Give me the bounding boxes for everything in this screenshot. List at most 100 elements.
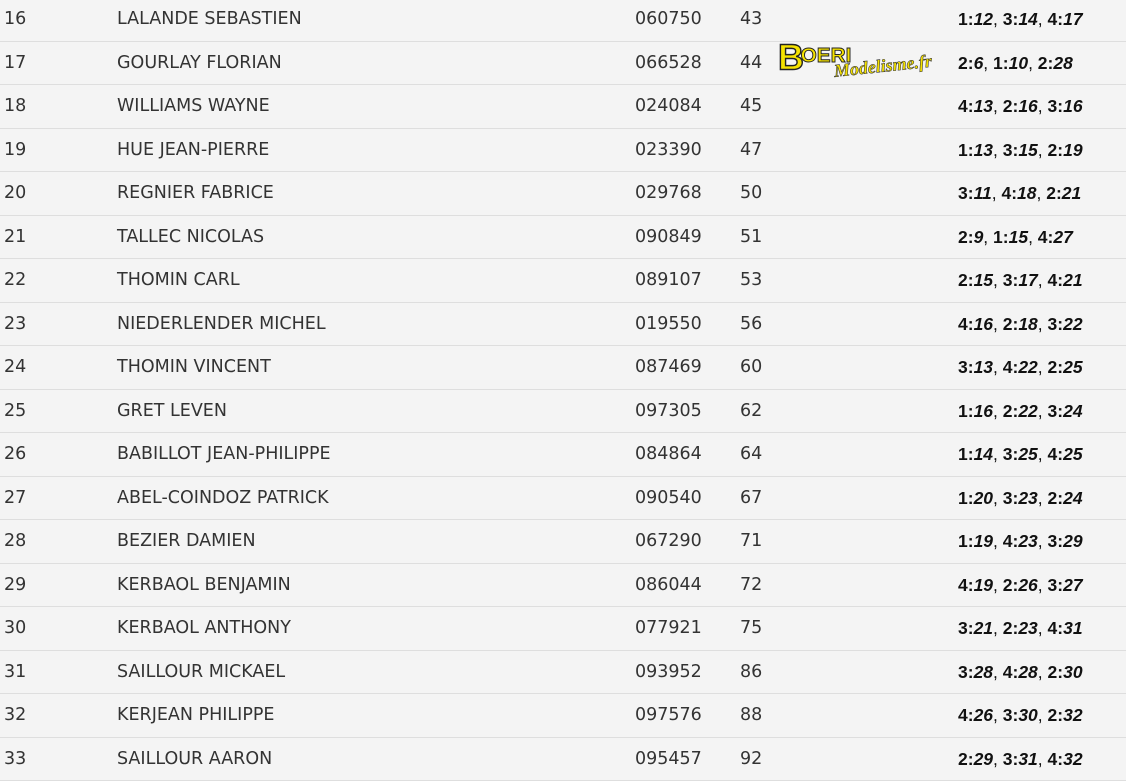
points-cell: 45 (740, 96, 762, 116)
points-cell: 88 (740, 705, 762, 725)
scores-cell: 2:6, 1:10, 2:28 (958, 53, 1073, 74)
score-entry: 2:24 (1048, 488, 1083, 509)
licence-cell: 093952 (635, 662, 702, 682)
score-entry: 4:28 (1003, 662, 1038, 683)
position-cell: 24 (4, 357, 26, 377)
score-entry: 2:29 (958, 749, 993, 770)
scores-cell: 1:19, 4:23, 3:29 (958, 531, 1083, 552)
scores-cell: 3:11, 4:18, 2:21 (958, 183, 1081, 204)
scores-cell: 1:13, 3:15, 2:19 (958, 140, 1083, 161)
licence-cell: 019550 (635, 314, 702, 334)
score-entry: 4:27 (1038, 227, 1073, 248)
scores-cell: 1:14, 3:25, 4:25 (958, 444, 1083, 465)
pilot-name-cell: THOMIN CARL (117, 270, 240, 290)
scores-cell: 3:28, 4:28, 2:30 (958, 662, 1083, 683)
position-cell: 20 (4, 183, 26, 203)
score-entry: 2:9 (958, 227, 983, 248)
pilot-name-cell: SAILLOUR AARON (117, 749, 272, 769)
score-entry: 2:26 (1003, 575, 1038, 596)
points-cell: 43 (740, 9, 762, 29)
score-entry: 3:21 (958, 618, 993, 639)
score-entry: 3:13 (958, 357, 993, 378)
scores-cell: 2:15, 3:17, 4:21 (958, 270, 1083, 291)
pilot-name-cell: ABEL-COINDOZ PATRICK (117, 488, 329, 508)
score-entry: 3:25 (1003, 444, 1038, 465)
score-entry: 4:17 (1048, 9, 1083, 30)
position-cell: 22 (4, 270, 26, 290)
pilot-name-cell: GRET LEVEN (117, 401, 227, 421)
licence-cell: 090849 (635, 227, 702, 247)
pilot-name-cell: KERJEAN PHILIPPE (117, 705, 274, 725)
licence-cell: 067290 (635, 531, 702, 551)
pilot-name-cell: NIEDERLENDER MICHEL (117, 314, 326, 334)
score-entry: 3:27 (1048, 575, 1083, 596)
points-cell: 92 (740, 749, 762, 769)
score-entry: 4:22 (1003, 357, 1038, 378)
position-cell: 29 (4, 575, 26, 595)
licence-cell: 087469 (635, 357, 702, 377)
points-cell: 67 (740, 488, 762, 508)
table-row: 31 SAILLOUR MICKAEL 093952 86 3:28, 4:28, 2:… (0, 651, 1126, 695)
score-entry: 4:19 (958, 575, 993, 596)
score-entry: 3:31 (1003, 749, 1038, 770)
position-cell: 16 (4, 9, 26, 29)
position-cell: 25 (4, 401, 26, 421)
score-entry: 3:14 (1003, 9, 1038, 30)
scores-cell: 3:21, 2:23, 4:31 (958, 618, 1083, 639)
score-entry: 3:15 (1003, 140, 1038, 161)
score-entry: 4:16 (958, 314, 993, 335)
position-cell: 33 (4, 749, 26, 769)
points-cell: 64 (740, 444, 762, 464)
position-cell: 17 (4, 53, 26, 73)
pilot-name-cell: REGNIER FABRICE (117, 183, 274, 203)
pilot-name-cell: GOURLAY FLORIAN (117, 53, 282, 73)
pilot-name-cell: SAILLOUR MICKAEL (117, 662, 285, 682)
licence-cell: 066528 (635, 53, 702, 73)
licence-cell: 095457 (635, 749, 702, 769)
score-entry: 2:32 (1048, 705, 1083, 726)
score-entry: 4:18 (1001, 183, 1036, 204)
score-entry: 2:6 (958, 53, 983, 74)
pilot-name-cell: HUE JEAN-PIERRE (117, 140, 269, 160)
pilot-name-cell: BABILLOT JEAN-PHILIPPE (117, 444, 331, 464)
score-entry: 2:18 (1003, 314, 1038, 335)
points-cell: 60 (740, 357, 762, 377)
scores-cell: 3:13, 4:22, 2:25 (958, 357, 1083, 378)
licence-cell: 060750 (635, 9, 702, 29)
score-entry: 4:23 (1003, 531, 1038, 552)
position-cell: 23 (4, 314, 26, 334)
score-entry: 4:26 (958, 705, 993, 726)
scores-cell: 2:29, 3:31, 4:32 (958, 749, 1083, 770)
score-entry: 4:25 (1048, 444, 1083, 465)
score-entry: 4:13 (958, 96, 993, 117)
score-entry: 3:24 (1048, 401, 1083, 422)
licence-cell: 077921 (635, 618, 702, 638)
score-entry: 2:28 (1038, 53, 1073, 74)
position-cell: 31 (4, 662, 26, 682)
licence-cell: 089107 (635, 270, 702, 290)
licence-cell: 090540 (635, 488, 702, 508)
score-entry: 1:14 (958, 444, 993, 465)
score-entry: 1:19 (958, 531, 993, 552)
licence-cell: 024084 (635, 96, 702, 116)
points-cell: 53 (740, 270, 762, 290)
pilot-name-cell: KERBAOL ANTHONY (117, 618, 291, 638)
pilot-name-cell: LALANDE SEBASTIEN (117, 9, 302, 29)
score-entry: 4:31 (1048, 618, 1083, 639)
boeri-watermark-logo: B OERI Modelisme.fr (778, 36, 948, 80)
table-row: 33 SAILLOUR AARON 095457 92 2:29, 3:31, 4:32 (0, 738, 1126, 781)
points-cell: 86 (740, 662, 762, 682)
pilot-name-cell: BEZIER DAMIEN (117, 531, 256, 551)
licence-cell: 084864 (635, 444, 702, 464)
